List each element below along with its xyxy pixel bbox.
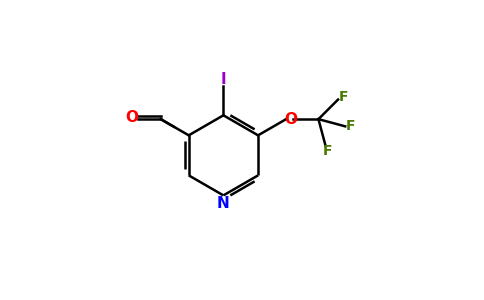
Text: F: F — [339, 90, 348, 104]
Text: F: F — [346, 119, 355, 133]
Text: O: O — [284, 112, 297, 127]
Text: O: O — [126, 110, 139, 125]
Text: N: N — [217, 196, 230, 211]
Text: F: F — [322, 144, 332, 158]
Text: I: I — [221, 72, 226, 87]
